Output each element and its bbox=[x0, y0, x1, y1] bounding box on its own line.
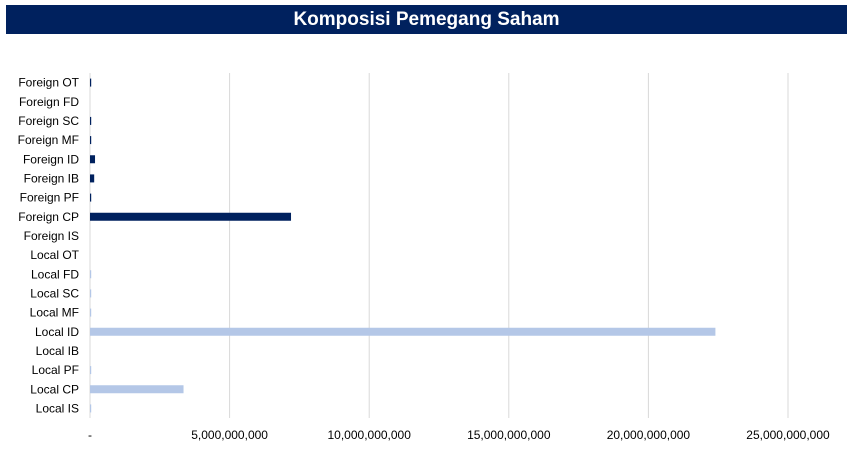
bar bbox=[90, 155, 96, 164]
category-label: Foreign PF bbox=[20, 191, 79, 205]
bar bbox=[90, 78, 92, 87]
x-tick-label: 20,000,000,000 bbox=[607, 428, 691, 442]
category-label: Local MF bbox=[30, 306, 79, 320]
category-label: Foreign FD bbox=[19, 95, 79, 109]
x-tick-label: 25,000,000,000 bbox=[746, 428, 830, 442]
category-label: Foreign SC bbox=[18, 114, 79, 128]
category-label: Local FD bbox=[31, 267, 79, 281]
category-label: Foreign ID bbox=[23, 152, 79, 166]
chart-title: Komposisi Pemegang Saham bbox=[293, 8, 560, 30]
x-tick-label: 5,000,000,000 bbox=[191, 428, 268, 442]
bar bbox=[90, 385, 184, 394]
category-label: Foreign CP bbox=[18, 210, 79, 224]
category-label: Foreign MF bbox=[18, 133, 79, 147]
category-label: Local ID bbox=[35, 325, 79, 339]
category-label: Foreign OT bbox=[18, 76, 79, 90]
category-label: Local IS bbox=[36, 401, 79, 415]
bar bbox=[90, 308, 92, 317]
bar bbox=[90, 366, 92, 375]
chart-title-bar: Komposisi Pemegang Saham bbox=[6, 5, 847, 34]
bar bbox=[90, 193, 92, 202]
bar bbox=[90, 404, 92, 413]
bar bbox=[90, 116, 92, 125]
bar bbox=[90, 174, 95, 183]
bar bbox=[90, 270, 92, 279]
category-label: Local IB bbox=[36, 344, 79, 358]
category-label: Local SC bbox=[30, 286, 79, 300]
x-tick-label: 15,000,000,000 bbox=[467, 428, 551, 442]
x-tick-label: - bbox=[88, 428, 92, 442]
category-label: Local PF bbox=[32, 363, 79, 377]
category-label: Local CP bbox=[30, 382, 79, 396]
category-label: Foreign IB bbox=[24, 171, 79, 185]
bar bbox=[90, 212, 292, 221]
bar bbox=[90, 136, 92, 145]
bar bbox=[90, 327, 716, 336]
category-label: Foreign IS bbox=[24, 229, 79, 243]
bar bbox=[90, 289, 92, 298]
category-label: Local OT bbox=[30, 248, 79, 262]
x-tick-label: 10,000,000,000 bbox=[327, 428, 411, 442]
